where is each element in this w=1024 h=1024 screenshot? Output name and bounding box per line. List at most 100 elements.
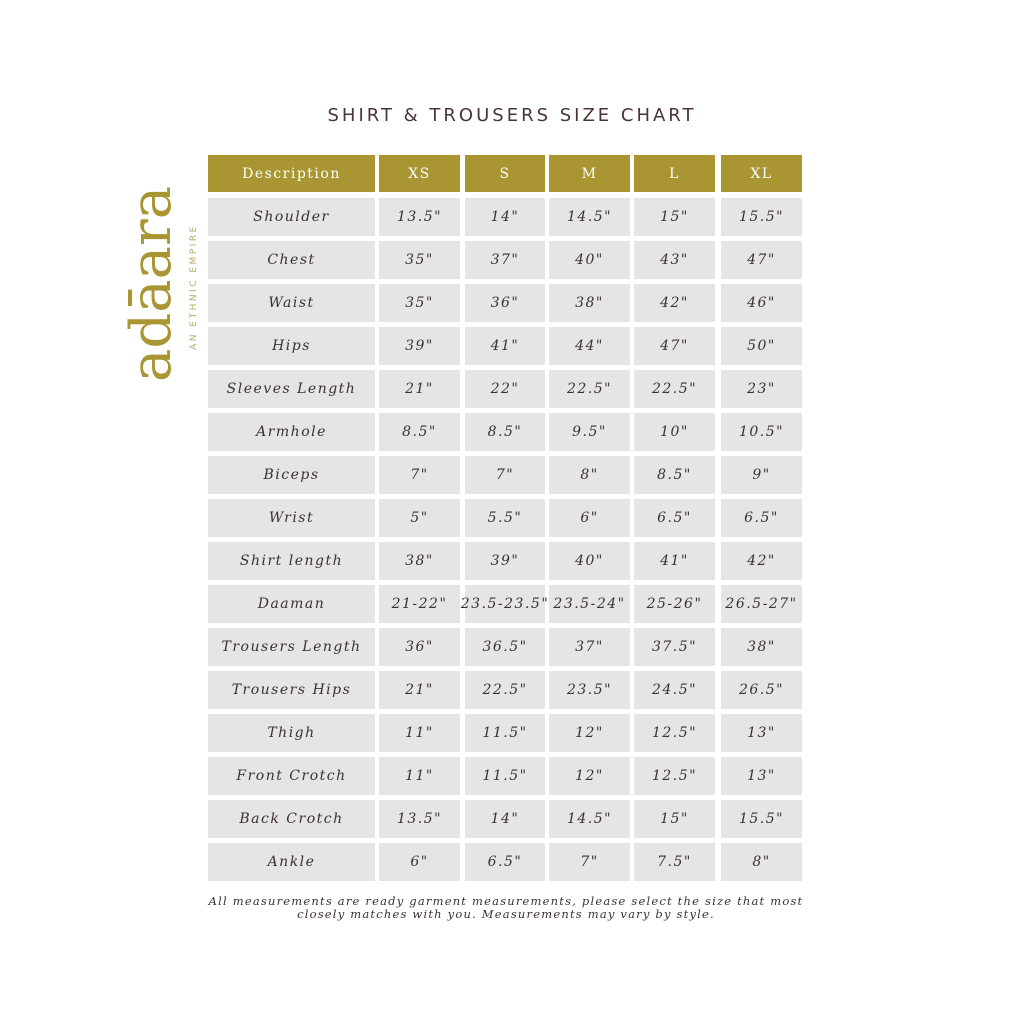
size-value: 23.5-24" (549, 585, 630, 623)
row-label: Shirt length (208, 542, 375, 580)
size-value: 15" (634, 800, 715, 838)
size-value: 36" (465, 284, 545, 322)
header-cell: XL (721, 155, 802, 192)
size-value: 39" (379, 327, 460, 365)
size-value: 6.5" (721, 499, 802, 537)
header-cell: Description (208, 155, 375, 192)
size-value: 23.5-23.5" (461, 585, 548, 623)
size-value: 46" (721, 284, 802, 322)
size-value: 36.5" (465, 628, 545, 666)
size-value: 35" (379, 241, 460, 279)
size-value: 21-22" (379, 585, 460, 623)
size-value: 15" (634, 198, 715, 236)
size-value: 25-26" (634, 585, 715, 623)
size-value: 26.5-27" (721, 585, 802, 623)
row-label: Hips (208, 327, 375, 365)
row-label: Biceps (208, 456, 375, 494)
size-value: 50" (721, 327, 802, 365)
size-value: 23.5" (549, 671, 630, 709)
row-label: Armhole (208, 413, 375, 451)
size-value: 21" (379, 671, 460, 709)
size-value: 7" (379, 456, 460, 494)
size-value: 10.5" (721, 413, 802, 451)
size-value: 8.5" (465, 413, 545, 451)
size-value: 14.5" (549, 198, 630, 236)
size-value: 8.5" (634, 456, 715, 494)
header-cell: L (634, 155, 715, 192)
row-label: Wrist (208, 499, 375, 537)
size-value: 38" (721, 628, 802, 666)
row-label: Back Crotch (208, 800, 375, 838)
size-value: 47" (721, 241, 802, 279)
size-value: 5" (379, 499, 460, 537)
size-value: 7" (549, 843, 630, 881)
size-value: 41" (634, 542, 715, 580)
size-value: 14" (465, 198, 545, 236)
size-value: 37" (549, 628, 630, 666)
row-label: Trousers Length (208, 628, 375, 666)
size-value: 12.5" (634, 757, 715, 795)
size-value: 43" (634, 241, 715, 279)
size-value: 21" (379, 370, 460, 408)
size-value: 13.5" (379, 198, 460, 236)
page-title: SHIRT & TROUSERS SIZE CHART (327, 105, 697, 126)
row-label: Waist (208, 284, 375, 322)
size-value: 44" (549, 327, 630, 365)
row-label: Thigh (208, 714, 375, 752)
size-value: 6" (379, 843, 460, 881)
header-cell: S (465, 155, 545, 192)
size-value: 9" (721, 456, 802, 494)
size-value: 22.5" (465, 671, 545, 709)
size-value: 41" (465, 327, 545, 365)
size-value: 40" (549, 542, 630, 580)
size-value: 11" (379, 714, 460, 752)
size-value: 10" (634, 413, 715, 451)
row-label: Sleeves Length (208, 370, 375, 408)
size-value: 47" (634, 327, 715, 365)
size-value: 22" (465, 370, 545, 408)
size-value: 12" (549, 757, 630, 795)
measurement-note: All measurements are ready garment measu… (208, 894, 804, 921)
size-value: 42" (721, 542, 802, 580)
row-label: Shoulder (208, 198, 375, 236)
logo-tagline: AN ETHNIC EMPIRE (189, 224, 199, 350)
header-cell: XS (379, 155, 460, 192)
size-value: 38" (549, 284, 630, 322)
size-value: 26.5" (721, 671, 802, 709)
row-label: Chest (208, 241, 375, 279)
row-label: Ankle (208, 843, 375, 881)
size-value: 8" (549, 456, 630, 494)
size-value: 11.5" (465, 757, 545, 795)
size-value: 24.5" (634, 671, 715, 709)
size-value: 40" (549, 241, 630, 279)
size-value: 7.5" (634, 843, 715, 881)
size-value: 22.5" (549, 370, 630, 408)
size-value: 7" (465, 456, 545, 494)
size-value: 23" (721, 370, 802, 408)
size-value: 36" (379, 628, 460, 666)
size-value: 37" (465, 241, 545, 279)
row-label: Front Crotch (208, 757, 375, 795)
logo-wordmark: adāara (119, 185, 184, 382)
size-value: 13.5" (379, 800, 460, 838)
size-value: 15.5" (721, 800, 802, 838)
size-value: 12" (549, 714, 630, 752)
size-value: 37.5" (634, 628, 715, 666)
size-value: 39" (465, 542, 545, 580)
brand-logo: adāara AN ETHNIC EMPIRE (119, 185, 199, 382)
row-label: Trousers Hips (208, 671, 375, 709)
size-value: 9.5" (549, 413, 630, 451)
size-value: 14.5" (549, 800, 630, 838)
size-value: 8" (721, 843, 802, 881)
size-value: 13" (721, 757, 802, 795)
size-value: 6.5" (634, 499, 715, 537)
size-value: 35" (379, 284, 460, 322)
size-value: 15.5" (721, 198, 802, 236)
size-value: 42" (634, 284, 715, 322)
size-value: 22.5" (634, 370, 715, 408)
size-value: 12.5" (634, 714, 715, 752)
size-value: 38" (379, 542, 460, 580)
size-value: 14" (465, 800, 545, 838)
size-value: 11.5" (465, 714, 545, 752)
size-value: 6.5" (465, 843, 545, 881)
